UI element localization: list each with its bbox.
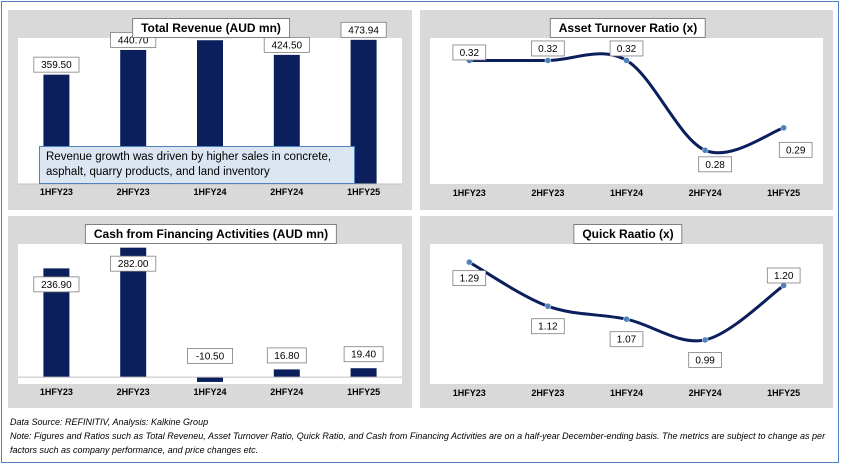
data-label-1HFY23: 0.32 bbox=[460, 48, 480, 59]
bar-1HFY25 bbox=[350, 368, 377, 378]
footer: Data Source: REFINITIV, Analysis: Kalkin… bbox=[10, 415, 830, 457]
point-1HFY23 bbox=[466, 258, 473, 266]
data-label-1HFY23: 1.29 bbox=[460, 274, 480, 285]
data-label-2HFY24: 16.80 bbox=[274, 351, 299, 362]
data-label-2HFY23: 282.00 bbox=[118, 259, 149, 270]
x-tick-label: 2HFY23 bbox=[531, 388, 564, 398]
data-label-1HFY24-box bbox=[186, 348, 233, 364]
note-text: Note: Figures and Ratios such as Total R… bbox=[10, 431, 826, 455]
data-label-2HFY24: 424.50 bbox=[272, 40, 303, 51]
asset-turnover-chart: 0.32 0.32 0.32 0.28 0.29 1HFY23 2HFY23 1HFY24 2H… bbox=[430, 38, 823, 198]
data-label-1HFY23-box bbox=[33, 56, 80, 73]
data-label-2HFY23-box bbox=[531, 40, 565, 57]
revenue-chart-panel: 359.50440.70472.65424.50473.941HFY232HFY… bbox=[8, 10, 412, 210]
data-label-1HFY24: 0.32 bbox=[617, 44, 637, 55]
point-1HFY25 bbox=[780, 124, 787, 132]
data-label-1HFY25-box bbox=[343, 346, 384, 363]
data-label-1HFY25: 19.40 bbox=[351, 350, 376, 361]
x-tick-label: 1HFY25 bbox=[767, 388, 800, 398]
x-tick-label: 1HFY24 bbox=[610, 388, 643, 398]
x-tick-label: 1HFY23 bbox=[40, 187, 73, 197]
data-label-1HFY24-box bbox=[609, 331, 644, 348]
x-tick-label: 1HFY23 bbox=[453, 188, 486, 198]
data-label-1HFY25: 473.94 bbox=[348, 25, 379, 36]
x-tick-label: 2HFY23 bbox=[531, 188, 564, 198]
data-label-2HFY24: 0.99 bbox=[695, 355, 715, 366]
data-label-1HFY25: 0.29 bbox=[786, 145, 806, 156]
asset-turnover-chart-title: Asset Turnover Ratio (x) bbox=[549, 18, 707, 38]
bar-1HFY24 bbox=[197, 377, 223, 382]
data-label-2HFY23: 1.12 bbox=[538, 322, 558, 333]
asset-turnover-chart-panel: 0.32 0.32 0.32 0.28 0.29 1HFY23 2HFY23 1HFY24 2H… bbox=[420, 10, 833, 210]
x-tick-label: 1HFY24 bbox=[610, 188, 643, 198]
data-label-2HFY24: 0.28 bbox=[705, 160, 725, 171]
quick-ratio-chart: 1.29 1.12 1.07 0.99 1.20 1HFY23 2HFY23 1HFY24 2H… bbox=[430, 244, 823, 398]
point-2HFY24 bbox=[701, 336, 709, 344]
quick-ratio-chart-panel: 1.29 1.12 1.07 0.99 1.20 1HFY23 2HFY23 1HFY24 2H… bbox=[420, 216, 833, 408]
data-label-2HFY24-box bbox=[688, 352, 722, 368]
x-tick-label: 1HFY23 bbox=[453, 388, 486, 398]
x-tick-label: 2HFY24 bbox=[689, 188, 722, 198]
point-1HFY24 bbox=[623, 315, 630, 323]
x-tick-label: 1HFY23 bbox=[40, 387, 73, 397]
x-tick-label: 1HFY25 bbox=[347, 187, 380, 197]
data-label-1HFY25-box bbox=[340, 21, 387, 38]
x-tick-label: 2HFY24 bbox=[270, 187, 303, 197]
x-tick-label: 2HFY24 bbox=[270, 387, 303, 397]
quick-ratio-chart-title: Quick Raatio (x) bbox=[573, 224, 683, 244]
x-tick-label: 1HFY25 bbox=[767, 188, 800, 198]
plot-area bbox=[430, 244, 823, 384]
series-line bbox=[469, 52, 785, 155]
data-label-1HFY23-box bbox=[452, 44, 487, 61]
x-tick-label: 2HFY23 bbox=[117, 387, 150, 397]
data-label-2HFY23: 440.70 bbox=[118, 35, 149, 46]
data-label-2HFY24-box bbox=[698, 156, 732, 173]
data-label-1HFY24: -10.50 bbox=[196, 351, 225, 362]
point-2HFY23 bbox=[544, 57, 552, 64]
data-label-1HFY24: 1.07 bbox=[617, 335, 637, 346]
x-tick-label: 2HFY23 bbox=[117, 187, 150, 197]
x-tick-label: 1HFY24 bbox=[193, 187, 226, 197]
point-1HFY24 bbox=[623, 57, 630, 64]
point-2HFY23 bbox=[544, 302, 552, 310]
data-label-1HFY23: 359.50 bbox=[41, 60, 72, 71]
data-label-1HFY25-box bbox=[778, 141, 813, 158]
revenue-annotation: Revenue growth was driven by higher sale… bbox=[39, 146, 355, 184]
revenue-chart-title: Total Revenue (AUD mn) bbox=[132, 18, 290, 38]
x-tick-label: 1HFY24 bbox=[193, 387, 226, 397]
x-tick-label: 2HFY24 bbox=[689, 388, 722, 398]
data-label-2HFY24-box bbox=[266, 347, 307, 364]
financing-chart-panel: 236.90 282.00 -10.50 16.80 19.40 1HFY23 2HFY23… bbox=[8, 216, 412, 408]
data-label-2HFY23-box bbox=[110, 255, 157, 272]
data-label-2HFY23-box bbox=[531, 318, 565, 335]
point-2HFY24 bbox=[701, 147, 709, 154]
bar-2HFY24 bbox=[273, 369, 300, 378]
data-label-1HFY24-box bbox=[609, 40, 644, 57]
financing-chart-title: Cash from Financing Activities (AUD mn) bbox=[84, 224, 338, 244]
data-label-2HFY23: 0.32 bbox=[538, 44, 558, 55]
x-tick-label: 1HFY25 bbox=[347, 387, 380, 397]
financing-chart: 236.90 282.00 -10.50 16.80 19.40 1HFY23 2HFY23… bbox=[18, 244, 402, 397]
data-label-1HFY23-box bbox=[452, 270, 487, 287]
data-source-text: Data Source: REFINITIV, Analysis: Kalkin… bbox=[10, 417, 209, 427]
data-label-1HFY23: 236.90 bbox=[41, 280, 72, 291]
data-label-1HFY25: 1.20 bbox=[774, 271, 794, 282]
data-label-1HFY23-box bbox=[33, 276, 80, 293]
data-label-1HFY25-box bbox=[766, 267, 801, 284]
